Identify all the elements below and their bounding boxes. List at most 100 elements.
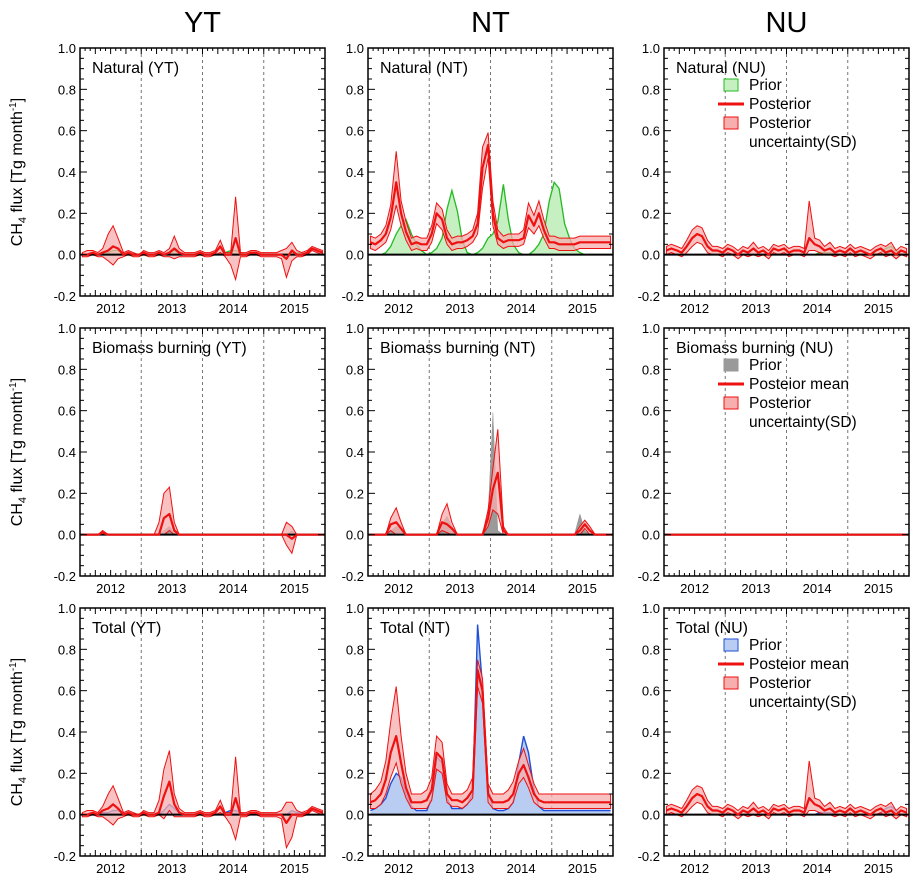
x-tick-label: 2013	[741, 861, 770, 876]
y-tick-label: 0.0	[346, 528, 364, 543]
panel-title: Biomass burning (NT)	[380, 340, 536, 357]
panel-natural-nu: -0.2 0.0 0.2 0.4 0.6 0.8 1.0 2012 2013 2014 2015 Na…	[638, 41, 910, 316]
y-tick-label: 0.8	[58, 362, 76, 377]
legend-uncertainty-swatch	[723, 676, 739, 690]
posterior-mean-line	[665, 792, 907, 816]
y-tick-label: -0.2	[342, 849, 364, 864]
panel-title: Natural (NU)	[676, 60, 766, 77]
y-tick-label: 0.6	[58, 124, 76, 139]
legend-label: Prior	[749, 637, 782, 654]
y-tick-label: 0.0	[642, 528, 660, 543]
legend-label: Prior	[749, 77, 782, 94]
y-tick-label: 0.2	[58, 206, 76, 221]
x-tick-label: 2015	[864, 301, 893, 316]
panel-biomass-nt: -0.2 0.0 0.2 0.4 0.6 0.8 1.0 2012 2013 2014 2015 Bi…	[342, 321, 614, 596]
y-tick-label: 0.0	[346, 248, 364, 263]
posterior-mean-line	[370, 471, 611, 536]
legend-label: Posterior	[749, 96, 811, 113]
x-tick-label: 2015	[568, 301, 597, 316]
y-tick-label: 0.8	[58, 82, 76, 97]
x-tick-label: 2015	[568, 861, 597, 876]
x-tick-label: 2012	[680, 861, 709, 876]
x-tick-label: 2014	[507, 581, 536, 596]
x-tick-label: 2015	[864, 581, 893, 596]
y-axis-label: CH4 flux [Tg month-1]	[8, 378, 29, 526]
y-tick-label: 1.0	[58, 601, 76, 616]
y-tick-label: 0.6	[346, 404, 364, 419]
posterior-uncertainty-band	[369, 132, 612, 252]
y-tick-label: 0.6	[642, 684, 660, 699]
y-axis-label: CH4 flux [Tg month-1]	[8, 98, 29, 246]
legend-label: Posterior	[749, 675, 811, 692]
panel-title: Total (NU)	[676, 620, 748, 637]
y-tick-label: 0.4	[58, 445, 76, 460]
panel-title: Total (NT)	[380, 620, 450, 637]
x-tick-label: 2014	[219, 301, 248, 316]
y-tick-label: 0.8	[642, 362, 660, 377]
y-tick-label: 1.0	[346, 601, 364, 616]
legend-label: Prior	[749, 357, 782, 374]
panel-total-nt: -0.2 0.0 0.2 0.4 0.6 0.8 1.0 2012 2013 2014 2015 To…	[342, 601, 614, 876]
y-tick-label: 0.4	[642, 445, 660, 460]
y-tick-label: 0.2	[642, 766, 660, 781]
x-tick-label: 2013	[741, 301, 770, 316]
y-tick-label: -0.2	[342, 289, 364, 304]
y-tick-label: 0.0	[642, 808, 660, 823]
legend-label: Posterior	[749, 395, 811, 412]
y-tick-label: 0.6	[58, 684, 76, 699]
legend-label: Posteior mean	[749, 376, 849, 393]
y-tick-label: 0.4	[346, 445, 364, 460]
posterior-mean-line	[665, 232, 907, 256]
legend-prior-swatch	[723, 78, 739, 92]
y-tick-label: 0.2	[346, 206, 364, 221]
y-tick-label: -0.2	[54, 849, 76, 864]
panel-total-nu: -0.2 0.0 0.2 0.4 0.6 0.8 1.0 2012 2013 2014 2015 To…	[638, 601, 910, 876]
y-tick-label: 0.0	[58, 808, 76, 823]
y-tick-label: 0.6	[642, 404, 660, 419]
posterior-uncertainty-band	[369, 659, 612, 810]
y-tick-label: 1.0	[642, 321, 660, 336]
y-tick-label: 1.0	[346, 321, 364, 336]
y-tick-label: 0.0	[642, 248, 660, 263]
y-tick-label: 0.2	[58, 766, 76, 781]
y-tick-label: -0.2	[638, 569, 660, 584]
y-tick-label: 0.4	[58, 165, 76, 180]
x-tick-label: 2014	[219, 581, 248, 596]
x-tick-label: 2013	[741, 581, 770, 596]
column-title-nt: NT	[471, 7, 510, 39]
panel-title: Total (YT)	[92, 620, 161, 637]
x-tick-label: 2013	[157, 581, 186, 596]
y-tick-label: 0.4	[346, 725, 364, 740]
x-tick-label: 2013	[157, 861, 186, 876]
x-tick-label: 2014	[507, 301, 536, 316]
y-tick-label: 0.0	[346, 808, 364, 823]
panel-natural-nt: -0.2 0.0 0.2 0.4 0.6 0.8 1.0 2012 2013 2014 2015 Na…	[342, 41, 614, 316]
y-tick-label: 0.0	[58, 248, 76, 263]
panel-title: Biomass burning (YT)	[92, 340, 247, 357]
x-tick-label: 2015	[280, 301, 309, 316]
x-tick-label: 2013	[445, 581, 474, 596]
panel-biomass-yt: -0.2 0.0 0.2 0.4 0.6 0.8 1.0 2012 2013 2014 2015 Bi…	[54, 321, 326, 596]
y-tick-label: 0.2	[346, 486, 364, 501]
y-tick-label: 0.4	[346, 165, 364, 180]
y-tick-label: 0.2	[346, 766, 364, 781]
y-tick-label: -0.2	[54, 289, 76, 304]
x-tick-label: 2014	[803, 581, 832, 596]
x-tick-label: 2012	[384, 301, 413, 316]
y-tick-label: 0.8	[642, 642, 660, 657]
y-tick-label: 1.0	[642, 41, 660, 56]
y-tick-label: 0.4	[642, 165, 660, 180]
legend-label: uncertainty(SD)	[749, 694, 857, 711]
legend: Prior Posteior mean Posterior uncertainty(S…	[718, 357, 857, 431]
y-tick-label: 0.4	[642, 725, 660, 740]
posterior-mean-line	[82, 512, 323, 540]
y-tick-label: 0.8	[58, 642, 76, 657]
x-tick-label: 2015	[864, 861, 893, 876]
y-tick-label: 0.2	[58, 486, 76, 501]
legend-label: Posteior mean	[749, 656, 849, 673]
panel-biomass-nu: -0.2 0.0 0.2 0.4 0.6 0.8 1.0 2012 2013 2014 2015 Bi…	[638, 321, 910, 596]
panel-natural-yt: -0.2 0.0 0.2 0.4 0.6 0.8 1.0 2012 2013 2014 2015 Na…	[54, 41, 326, 316]
x-tick-label: 2014	[803, 861, 832, 876]
x-tick-label: 2012	[96, 581, 125, 596]
